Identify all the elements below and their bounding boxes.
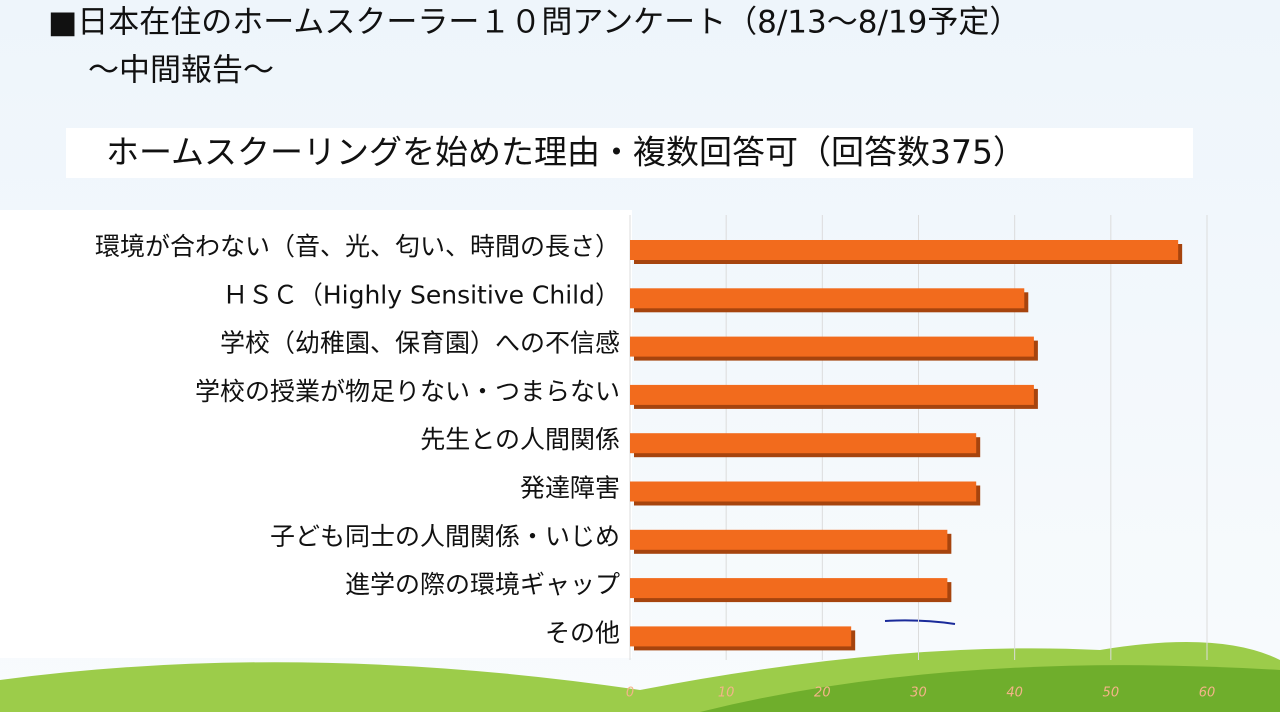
bar <box>630 240 1179 260</box>
bar <box>630 384 1034 405</box>
chart-title: ホームスクーリングを始めた理由・複数回答可（回答数375） <box>106 133 1026 172</box>
y-tick-label: 子ども同士の人間関係・いじめ <box>270 522 620 551</box>
bar <box>630 433 977 454</box>
bar <box>630 529 948 550</box>
y-tick-label: その他 <box>545 618 620 647</box>
y-tick-label: 先生との人間関係 <box>420 425 620 454</box>
x-tick-label: 10 <box>718 686 735 701</box>
bar <box>630 481 977 502</box>
chart-title-box <box>66 128 1193 178</box>
hill <box>700 665 1280 712</box>
x-tick-label: 50 <box>1103 686 1120 701</box>
x-tick-label: 30 <box>910 686 927 701</box>
slide-subtitle: 〜中間報告〜 <box>88 53 274 89</box>
annotation-stroke <box>884 619 956 625</box>
y-tick-label: 学校の授業が物足りない・つまらない <box>195 377 620 406</box>
bar <box>630 578 948 599</box>
y-tick-label: 発達障害 <box>520 474 620 503</box>
y-tick-label: 進学の際の環境ギャップ <box>345 570 620 599</box>
x-tick-label: 40 <box>1006 686 1023 701</box>
bar <box>630 336 1034 357</box>
y-tick-label: 環境が合わない（音、光、匂い、時間の長さ） <box>95 232 620 261</box>
x-tick-label: 20 <box>814 686 831 701</box>
label-panel <box>0 210 632 658</box>
y-tick-label: ＨＳＣ（Highly Sensitive Child） <box>223 280 620 309</box>
y-tick-label: 学校（幼稚園、保育園）への不信感 <box>220 329 620 358</box>
bar <box>630 288 1025 309</box>
slide-title: ■日本在住のホームスクーラー１０問アンケート（8/13〜8/19予定） <box>48 5 1020 41</box>
bar <box>630 626 852 647</box>
x-tick-label: 0 <box>626 686 634 701</box>
x-tick-label: 60 <box>1199 686 1216 701</box>
